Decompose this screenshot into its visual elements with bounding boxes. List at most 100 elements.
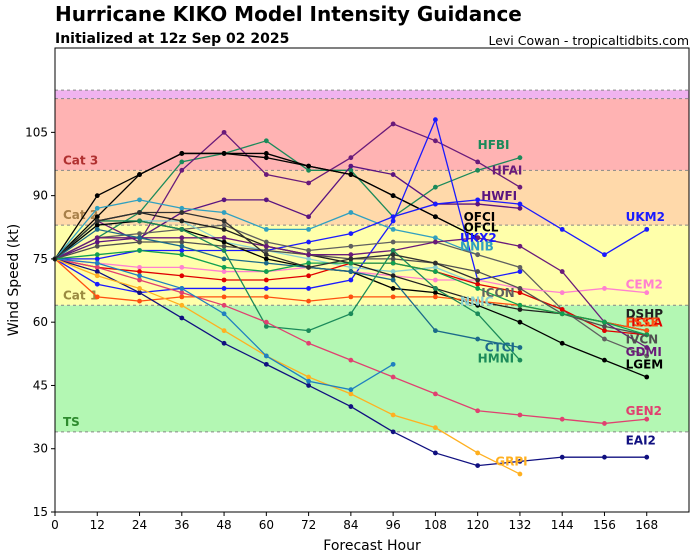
series-point xyxy=(644,374,650,380)
series-point xyxy=(644,416,650,422)
series-point xyxy=(179,218,185,224)
series-point xyxy=(348,269,354,274)
series-point xyxy=(602,421,607,426)
series-point xyxy=(137,248,142,253)
series-point xyxy=(602,252,607,258)
series-point xyxy=(348,260,354,266)
series-label-icon: ICON xyxy=(481,286,515,300)
series-label-ofci: OFCI xyxy=(464,210,496,224)
series-point xyxy=(263,256,269,262)
series-point xyxy=(221,264,227,270)
series-point xyxy=(137,197,142,203)
series-point xyxy=(94,294,100,300)
series-point xyxy=(433,184,438,190)
y-tick-label: 75 xyxy=(33,252,48,266)
series-label-hfbi: HFBI xyxy=(478,138,510,152)
series-point xyxy=(179,264,185,270)
y-tick-label: 45 xyxy=(33,378,48,392)
series-point xyxy=(179,286,185,291)
series-point xyxy=(433,201,438,207)
series-point xyxy=(433,235,438,241)
series-point xyxy=(602,286,607,291)
series-point xyxy=(94,256,100,262)
series-point xyxy=(306,286,311,291)
series-point xyxy=(559,311,565,317)
series-point xyxy=(602,324,607,329)
y-tick-label: 90 xyxy=(33,189,48,203)
series-point xyxy=(517,412,523,418)
series-point xyxy=(179,167,185,173)
series-point xyxy=(348,387,354,393)
series-point xyxy=(517,345,523,350)
series-point xyxy=(390,226,396,232)
series-point xyxy=(433,450,438,456)
series-point xyxy=(517,155,523,161)
series-point xyxy=(390,193,396,199)
series-point xyxy=(306,298,311,304)
series-point xyxy=(348,264,354,270)
series-point xyxy=(137,172,142,177)
series-label-eai2: EAI2 xyxy=(626,434,656,448)
series-point xyxy=(179,294,185,300)
series-point xyxy=(433,391,438,397)
series-point xyxy=(602,328,607,334)
series-label-ukx2: UKX2 xyxy=(460,231,497,245)
series-point xyxy=(263,138,269,144)
band-label-cat-1: Cat 1 xyxy=(63,288,98,302)
x-axis-label: Forecast Hour xyxy=(323,538,421,554)
series-point xyxy=(390,252,396,258)
series-line xyxy=(54,258,521,475)
series-point xyxy=(306,383,311,388)
series-point xyxy=(475,167,481,173)
series-point xyxy=(517,458,523,464)
series-point xyxy=(433,290,438,296)
series-point xyxy=(433,286,438,291)
series-point xyxy=(517,471,523,477)
band-label-ts: TS xyxy=(63,415,80,429)
x-tick-label: 144 xyxy=(551,518,574,532)
series-point xyxy=(179,226,185,232)
axes: 0 12 24 36 48 60 72 84 96 108 120 132 144 156 168 15 30 4… xyxy=(25,125,658,532)
series-point xyxy=(433,277,438,283)
y-tick-label: 15 xyxy=(33,505,48,519)
series-point xyxy=(221,129,227,135)
series-point xyxy=(644,226,650,232)
series-ukx2 xyxy=(52,117,523,296)
series-point xyxy=(263,277,269,283)
series-point xyxy=(559,226,565,232)
series-point xyxy=(433,294,438,300)
series-point xyxy=(390,273,396,279)
series-label-ivcn: IVCN xyxy=(626,332,659,346)
series-point xyxy=(179,235,185,241)
series-point xyxy=(306,328,311,334)
series-point xyxy=(348,391,354,397)
series-point xyxy=(475,463,481,468)
series-point xyxy=(390,214,396,220)
series-point xyxy=(221,256,227,262)
series-point xyxy=(263,252,269,258)
series-point xyxy=(94,269,100,274)
series-point xyxy=(263,353,269,359)
series-point xyxy=(390,374,396,380)
series-point xyxy=(221,311,227,317)
series-point xyxy=(390,218,396,224)
series-point xyxy=(221,277,227,283)
series-point xyxy=(179,239,185,245)
series-point xyxy=(94,264,100,270)
series-point xyxy=(179,205,185,211)
series-point xyxy=(221,239,227,245)
x-tick-label: 24 xyxy=(132,518,147,532)
series-point xyxy=(348,167,354,173)
x-tick-label: 132 xyxy=(508,518,531,532)
series-point xyxy=(559,340,565,346)
series-label-hwfi: HWFI xyxy=(481,189,517,203)
series-point xyxy=(348,404,354,409)
series-point xyxy=(475,201,481,207)
series-point xyxy=(137,210,142,215)
series-point xyxy=(348,163,354,169)
series-point xyxy=(263,172,269,177)
series-point xyxy=(263,260,269,266)
series-label-dshp: DSHP xyxy=(626,307,664,321)
